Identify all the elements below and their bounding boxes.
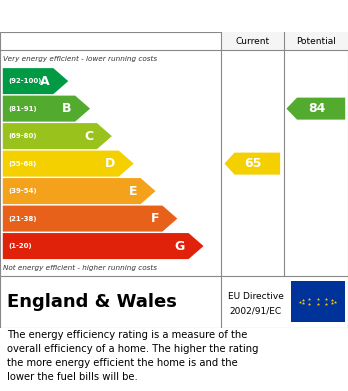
Text: (81-91): (81-91) [8,106,37,111]
Text: Energy Efficiency Rating: Energy Efficiency Rating [7,9,217,23]
Text: A: A [40,75,50,88]
Polygon shape [3,151,134,177]
Bar [221,32,348,50]
Text: G: G [175,240,185,253]
Text: (1-20): (1-20) [8,243,32,249]
Polygon shape [224,152,280,175]
Text: Very energy efficient - lower running costs: Very energy efficient - lower running co… [3,56,158,62]
Text: (55-68): (55-68) [8,161,36,167]
Text: 2002/91/EC: 2002/91/EC [230,307,282,316]
Text: The energy efficiency rating is a measure of the
overall efficiency of a home. T: The energy efficiency rating is a measur… [7,330,259,382]
Text: (92-100): (92-100) [8,78,41,84]
Text: 65: 65 [245,157,262,170]
Text: (69-80): (69-80) [8,133,37,139]
Polygon shape [3,206,177,231]
Text: England & Wales: England & Wales [7,292,177,311]
Text: C: C [84,129,94,143]
Text: B: B [62,102,72,115]
Bar [291,281,345,323]
Polygon shape [3,123,112,149]
Polygon shape [3,96,90,122]
Text: Current: Current [235,37,269,46]
Polygon shape [3,233,204,259]
Text: D: D [105,157,115,170]
Polygon shape [286,98,345,120]
Text: F: F [150,212,159,225]
Text: Potential: Potential [296,37,336,46]
Polygon shape [3,178,156,204]
Text: (21-38): (21-38) [8,215,37,222]
Text: 84: 84 [308,102,326,115]
Polygon shape [3,68,68,94]
Text: E: E [129,185,137,197]
Text: (39-54): (39-54) [8,188,37,194]
Text: Not energy efficient - higher running costs: Not energy efficient - higher running co… [3,265,158,271]
Text: EU Directive: EU Directive [228,292,284,301]
